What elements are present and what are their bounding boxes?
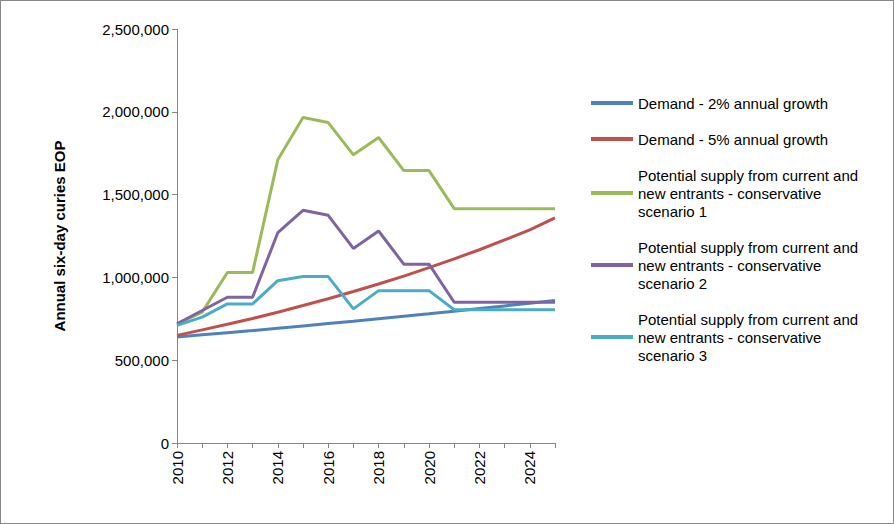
svg-text:2022: 2022 [471, 451, 488, 484]
svg-text:2018: 2018 [370, 451, 387, 484]
svg-text:2020: 2020 [421, 451, 438, 484]
svg-text:1,000,000: 1,000,000 [102, 269, 169, 286]
svg-text:new entrants - conservative: new entrants - conservative [638, 329, 826, 346]
svg-text:2016: 2016 [320, 451, 337, 484]
svg-text:scenario 2: scenario 2 [638, 275, 707, 292]
svg-text:Demand - 5% annual growth: Demand - 5% annual growth [638, 131, 828, 148]
svg-text:2012: 2012 [219, 451, 236, 484]
svg-text:2010: 2010 [169, 451, 186, 484]
svg-text:1,500,000: 1,500,000 [102, 186, 169, 203]
svg-text:2,500,000: 2,500,000 [102, 21, 169, 38]
svg-text:500,000: 500,000 [115, 352, 169, 369]
svg-text:Potential supply from current: Potential supply from current and [638, 311, 862, 328]
svg-text:2014: 2014 [269, 451, 286, 484]
svg-text:2,000,000: 2,000,000 [102, 103, 169, 120]
svg-text:Annual six-day curies EOP: Annual six-day curies EOP [51, 141, 68, 332]
svg-text:Potential supply from current: Potential supply from current and [638, 239, 862, 256]
svg-text:new entrants - conservative: new entrants - conservative [638, 257, 826, 274]
svg-text:scenario 1: scenario 1 [638, 203, 707, 220]
svg-text:scenario 3: scenario 3 [638, 347, 707, 364]
svg-text:new entrants - conservative: new entrants - conservative [638, 185, 826, 202]
svg-text:Potential supply from current: Potential supply from current and [638, 167, 862, 184]
svg-text:Demand - 2% annual growth: Demand - 2% annual growth [638, 95, 828, 112]
svg-text:0: 0 [161, 435, 169, 452]
svg-text:2024: 2024 [521, 451, 538, 484]
